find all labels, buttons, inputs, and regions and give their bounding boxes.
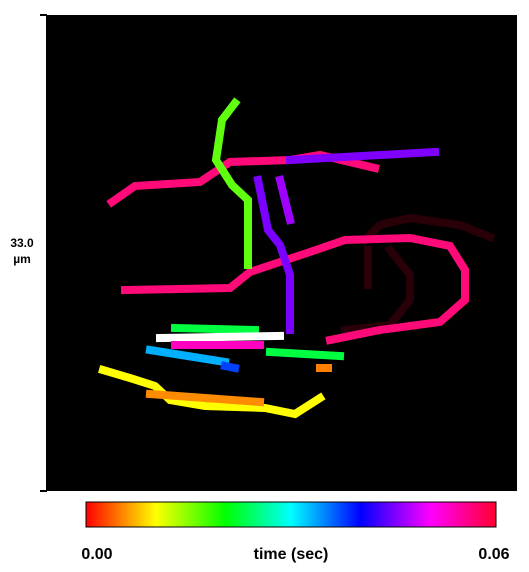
colorbar — [85, 501, 497, 528]
scale-value: 33.0 — [10, 236, 34, 250]
colorbar-tick-label: 0.00 — [81, 546, 112, 563]
colorbar-label: time (sec) — [254, 546, 329, 563]
trajectories — [98, 97, 496, 419]
colorbar-tick-label: 0.06 — [478, 546, 509, 563]
scale-unit: µm — [13, 252, 31, 266]
